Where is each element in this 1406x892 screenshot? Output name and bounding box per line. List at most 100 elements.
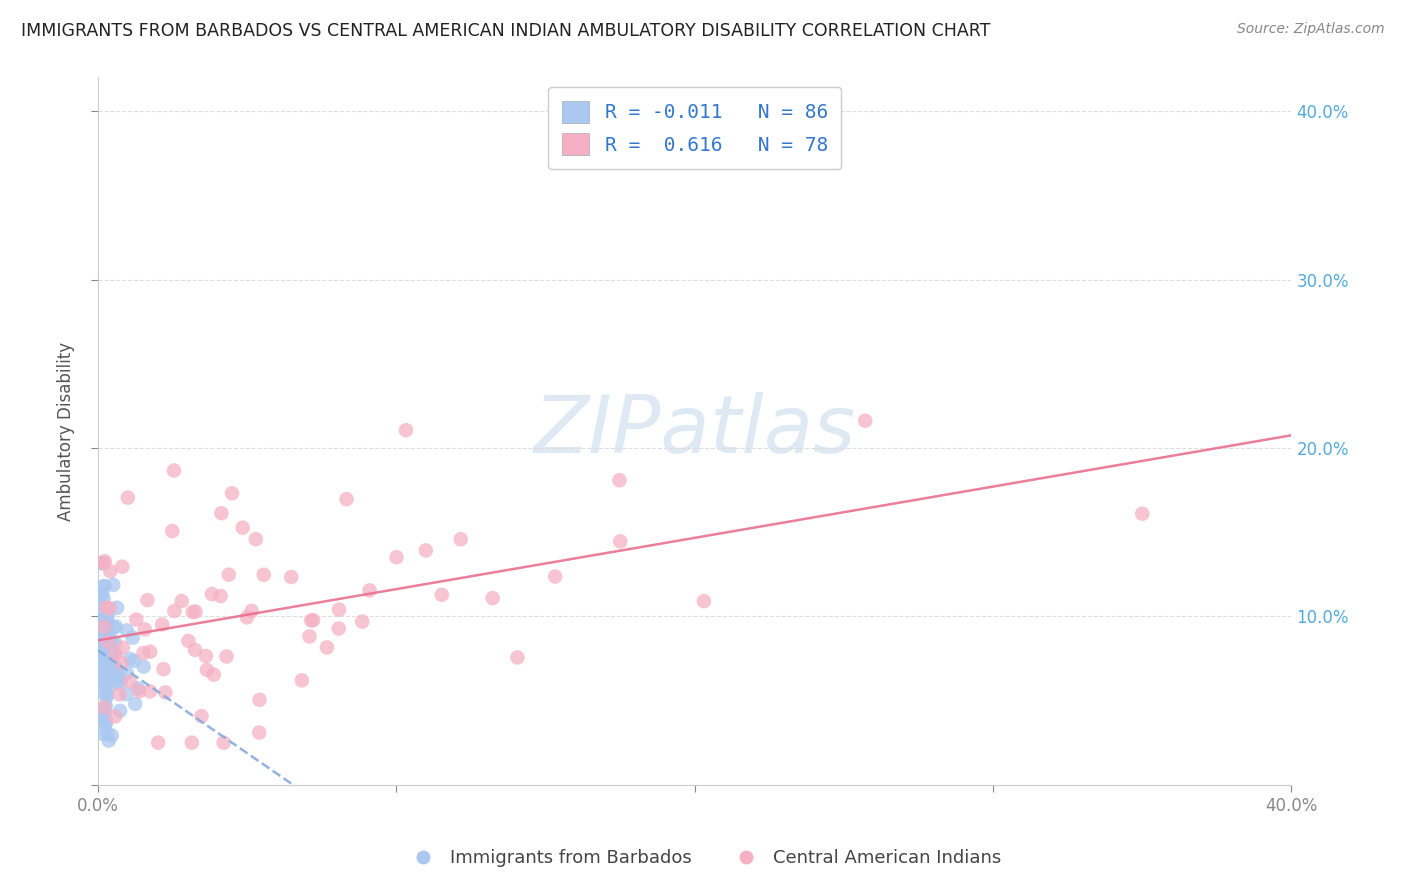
Point (94, 637, 117, 651)
Point (609, 473, 631, 487)
Point (127, 681, 149, 696)
Point (249, 693, 271, 707)
Point (93, 668, 115, 682)
Point (100, 659, 122, 673)
Point (97, 733, 120, 747)
Point (352, 615, 374, 629)
Point (93, 700, 115, 714)
Point (91, 639, 114, 653)
Point (94, 686, 117, 700)
Point (253, 567, 276, 582)
Point (104, 647, 127, 661)
Point (96, 690, 118, 705)
Point (184, 643, 207, 657)
Point (98, 564, 121, 578)
Point (94, 698, 117, 713)
Point (93, 611, 115, 625)
Point (93, 591, 115, 606)
Point (544, 569, 567, 583)
Point (101, 729, 124, 743)
Point (430, 588, 453, 602)
Point (201, 587, 224, 601)
Point (91, 627, 114, 641)
Point (195, 663, 218, 677)
Point (506, 650, 529, 665)
Point (385, 550, 408, 565)
Point (155, 685, 177, 699)
Point (163, 463, 186, 477)
Point (97, 607, 120, 621)
Point (94, 675, 117, 690)
Point (150, 617, 173, 632)
Point (89, 671, 111, 685)
Point (328, 602, 350, 616)
Point (139, 684, 162, 698)
Point (118, 674, 141, 689)
Point (89, 597, 111, 611)
Point (108, 704, 131, 718)
Point (693, 594, 716, 608)
Point (89, 640, 111, 654)
Point (89, 650, 111, 665)
Point (96, 688, 118, 702)
Text: ZIPatlas: ZIPatlas (534, 392, 856, 470)
Point (97, 615, 120, 629)
Text: Source: ZipAtlas.com: Source: ZipAtlas.com (1237, 22, 1385, 37)
Point (117, 491, 139, 505)
Point (91, 663, 114, 677)
Point (104, 619, 127, 633)
Point (111, 656, 134, 670)
Point (94, 703, 117, 717)
Point (96, 636, 118, 650)
Point (111, 559, 134, 574)
Point (107, 676, 129, 690)
Point (91, 587, 114, 601)
Point (481, 591, 503, 606)
Point (93, 664, 115, 678)
Point (104, 664, 127, 678)
Point (236, 610, 259, 624)
Point (103, 578, 125, 592)
Point (163, 604, 186, 618)
Point (152, 662, 174, 676)
Point (101, 666, 124, 681)
Point (89, 677, 111, 691)
Point (91, 707, 114, 722)
Point (139, 645, 162, 659)
Point (609, 534, 631, 549)
Y-axis label: Ambulatory Disability: Ambulatory Disability (58, 342, 75, 521)
Point (194, 648, 217, 663)
Point (853, 414, 876, 428)
Point (96, 726, 118, 740)
Point (97, 635, 120, 649)
Point (184, 605, 207, 619)
Point (90, 636, 112, 650)
Point (89, 673, 111, 687)
Point (100, 650, 122, 665)
Point (209, 589, 232, 603)
Point (96, 624, 118, 638)
Point (89, 655, 111, 669)
Point (94, 716, 117, 731)
Point (291, 673, 314, 688)
Point (94, 645, 117, 659)
Point (89, 588, 111, 602)
Point (134, 623, 156, 637)
Point (90, 556, 112, 570)
Point (90, 628, 112, 642)
Point (132, 659, 155, 673)
Point (162, 524, 184, 538)
Point (395, 423, 418, 437)
Point (100, 635, 122, 649)
Point (93, 556, 115, 570)
Point (94, 712, 117, 726)
Point (146, 736, 169, 750)
Point (1130, 507, 1153, 521)
Point (93, 618, 115, 632)
Point (121, 631, 143, 645)
Point (177, 634, 200, 648)
Point (90, 634, 112, 648)
Point (247, 725, 270, 739)
Point (124, 697, 146, 711)
Point (98, 601, 121, 615)
